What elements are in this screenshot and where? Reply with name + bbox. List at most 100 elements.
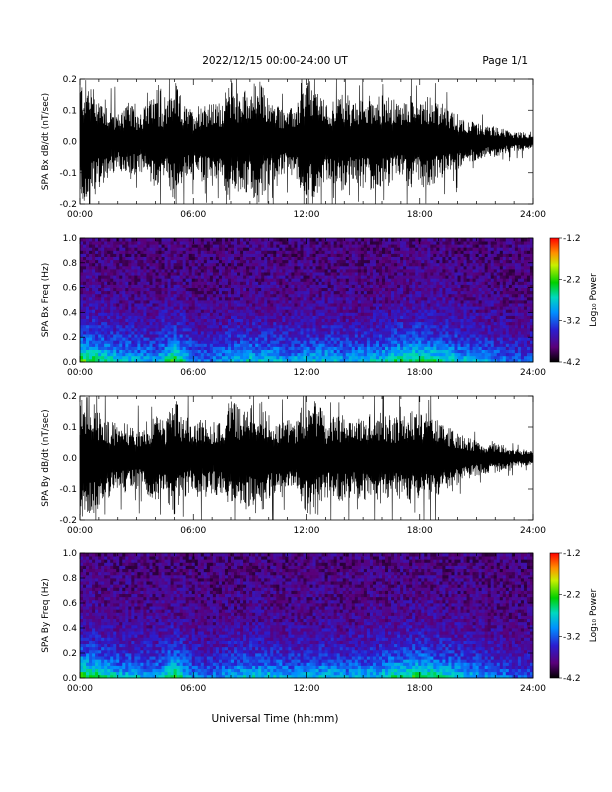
heatmap-cell — [89, 334, 93, 338]
heatmap-cell — [309, 250, 313, 254]
heatmap-cell — [273, 312, 277, 316]
heatmap-cell — [303, 293, 307, 298]
heatmap-cell — [391, 343, 395, 347]
heatmap-cell — [400, 331, 404, 335]
heatmap-cell — [309, 340, 313, 344]
heatmap-cell — [312, 334, 316, 338]
heatmap-cell — [336, 349, 341, 354]
heatmap-cell — [430, 343, 434, 347]
heatmap-cell — [240, 253, 244, 257]
heatmap-cell — [439, 278, 443, 282]
heatmap-cell — [424, 247, 428, 251]
heatmap-cell — [194, 238, 199, 242]
heatmap-cell — [258, 318, 262, 323]
heatmap-cell — [89, 238, 93, 242]
heatmap-cell — [252, 352, 256, 357]
heatmap-cell — [197, 337, 202, 341]
heatmap-cell — [197, 244, 202, 248]
heatmap-cell — [360, 352, 365, 357]
heatmap-cell — [146, 337, 150, 341]
heatmap-cell — [403, 346, 407, 350]
heatmap-cell — [164, 318, 168, 323]
heatmap-cell — [409, 269, 413, 273]
heatmap-cell — [119, 275, 123, 279]
heatmap-cell — [107, 343, 111, 347]
heatmap-cell — [424, 349, 428, 354]
heatmap-cell — [282, 281, 286, 285]
heatmap-cell — [155, 315, 159, 319]
heatmap-cell — [360, 337, 365, 341]
heatmap-cell — [430, 358, 434, 363]
heatmap-cell — [424, 262, 428, 267]
heatmap-cell — [315, 343, 319, 347]
heatmap-cell — [170, 244, 175, 248]
heatmap-cell — [164, 315, 168, 319]
heatmap-cell — [98, 343, 102, 347]
heatmap-cell — [288, 293, 292, 298]
heatmap-cell — [224, 337, 229, 341]
heatmap-cell — [354, 244, 359, 248]
heatmap-cell — [388, 352, 392, 357]
heatmap-cell — [212, 262, 217, 267]
heatmap-cell — [155, 296, 159, 301]
heatmap-cell — [185, 269, 190, 273]
heatmap-cell — [231, 281, 235, 285]
heatmap-cell — [179, 244, 184, 248]
heatmap-cell — [309, 334, 313, 338]
heatmap-cell — [143, 256, 147, 261]
heatmap-cell — [218, 309, 223, 313]
heatmap-cell — [212, 293, 217, 298]
heatmap-cell — [191, 337, 196, 341]
heatmap-cell — [445, 334, 449, 338]
heatmap-cell — [110, 349, 114, 354]
heatmap-cell — [95, 287, 99, 292]
heatmap-cell — [140, 259, 144, 264]
heatmap-cell — [224, 312, 229, 316]
heatmap-cell — [418, 309, 422, 313]
heatmap-cell — [378, 337, 383, 341]
heatmap-cell — [104, 284, 108, 288]
heatmap-cell — [194, 250, 199, 254]
heatmap-cell — [297, 244, 301, 248]
heatmap-cell — [270, 343, 274, 347]
heatmap-cell — [243, 250, 247, 254]
heatmap-cell — [101, 293, 105, 298]
heatmap-cell — [252, 278, 256, 282]
heatmap-cell — [421, 358, 425, 363]
heatmap-cell — [333, 287, 338, 292]
heatmap-cell — [315, 293, 319, 298]
heatmap-cell — [146, 349, 150, 354]
heatmap-cell — [246, 343, 250, 347]
heatmap-cell — [442, 290, 446, 295]
heatmap-cell — [363, 331, 368, 335]
heatmap-cell — [86, 256, 90, 261]
heatmap-cell — [122, 327, 126, 332]
heatmap-cell — [309, 337, 313, 341]
heatmap-cell — [378, 349, 383, 354]
heatmap-cell — [285, 265, 289, 270]
heatmap-cell — [264, 324, 268, 329]
heatmap-cell — [409, 324, 413, 329]
heatmap-cell — [285, 253, 289, 257]
heatmap-cell — [101, 278, 105, 282]
heatmap-cell — [243, 253, 247, 257]
heatmap-cell — [227, 327, 232, 332]
heatmap-cell — [264, 247, 268, 251]
heatmap-cell — [176, 349, 181, 354]
heatmap-cell — [206, 303, 211, 307]
heatmap-cell — [261, 343, 265, 347]
heatmap-cell — [333, 296, 338, 301]
heatmap-cell — [276, 250, 280, 254]
heatmap-cell — [273, 272, 277, 276]
heatmap-cell — [345, 278, 350, 282]
heatmap-cell — [448, 262, 452, 267]
heatmap-cell — [433, 334, 437, 338]
heatmap-cell — [164, 275, 168, 279]
heatmap-cell — [436, 269, 440, 273]
heatmap-cell — [297, 265, 301, 270]
heatmap-cell — [86, 293, 90, 298]
heatmap-cell — [436, 324, 440, 329]
heatmap-cell — [119, 287, 123, 292]
heatmap-cell — [212, 306, 217, 310]
heatmap-cell — [155, 256, 159, 261]
